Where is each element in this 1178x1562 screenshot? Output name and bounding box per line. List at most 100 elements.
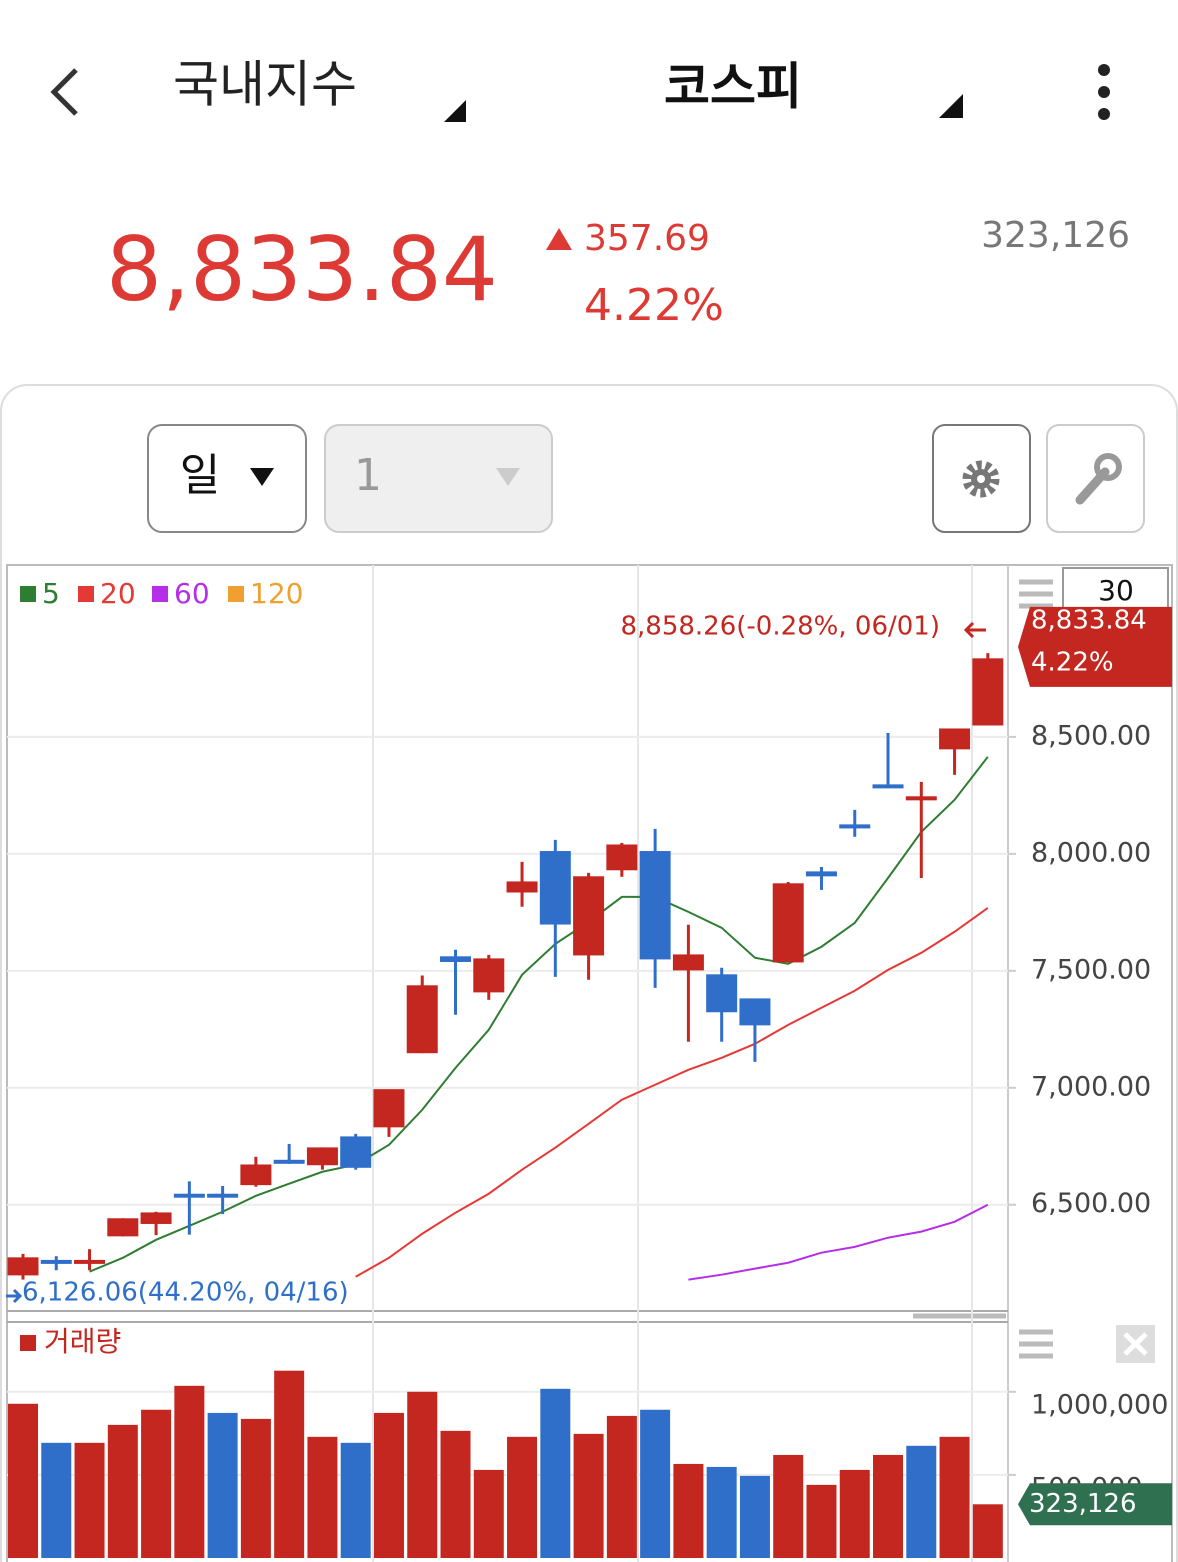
candle-body bbox=[340, 1136, 372, 1168]
dropdown-icon[interactable] bbox=[939, 94, 963, 118]
close-icon[interactable] bbox=[1123, 1332, 1148, 1356]
legend-label: 120 bbox=[250, 577, 303, 610]
candle-body bbox=[872, 784, 904, 789]
volume-bar bbox=[773, 1454, 804, 1558]
volume-bar bbox=[373, 1412, 404, 1558]
candle-body bbox=[240, 1164, 272, 1186]
ma-line bbox=[688, 1203, 989, 1281]
volume-bar bbox=[8, 1403, 38, 1558]
wrench-icon[interactable] bbox=[1094, 453, 1122, 481]
change-rate: 4.22% bbox=[584, 280, 724, 331]
period-select[interactable] bbox=[147, 424, 307, 533]
candle-body bbox=[839, 824, 871, 829]
legend-swatch bbox=[20, 1335, 36, 1351]
volume-bar bbox=[939, 1436, 970, 1558]
volume-bar bbox=[207, 1412, 238, 1558]
candle-body bbox=[606, 844, 638, 871]
date-grid bbox=[372, 565, 973, 1562]
candle-body bbox=[373, 1089, 405, 1128]
candle-body bbox=[805, 871, 837, 877]
candle-body bbox=[406, 985, 438, 1054]
candle-body bbox=[706, 974, 738, 1013]
legend-swatch bbox=[78, 586, 94, 602]
candle-body bbox=[539, 851, 571, 925]
volume-bar bbox=[673, 1463, 704, 1558]
candle-body bbox=[440, 956, 472, 962]
volume-bar bbox=[174, 1385, 205, 1558]
y-tick-label: 7,500.00 bbox=[1031, 954, 1151, 985]
menu-icon[interactable] bbox=[1019, 579, 1053, 1359]
candle-body bbox=[639, 851, 671, 960]
volume-bar bbox=[240, 1418, 271, 1558]
index-name[interactable]: 코스피 bbox=[664, 58, 802, 116]
gear-icon[interactable] bbox=[962, 460, 1000, 498]
dropdown-icon bbox=[496, 468, 520, 486]
arrow-icon bbox=[963, 621, 986, 639]
volume-bar bbox=[274, 1370, 305, 1558]
count-box[interactable] bbox=[1062, 567, 1169, 615]
candle-body bbox=[739, 998, 771, 1026]
volume-bar bbox=[407, 1391, 438, 1558]
count[interactable]: 30 bbox=[1098, 574, 1134, 607]
y-tick-label: 1,000,000 bbox=[1031, 1389, 1168, 1420]
candle-body bbox=[306, 1147, 338, 1166]
volume-bar bbox=[473, 1469, 504, 1558]
candle-body bbox=[140, 1212, 172, 1224]
volume-bar bbox=[706, 1466, 737, 1558]
volume-bar bbox=[906, 1445, 937, 1558]
dropdown-icon[interactable] bbox=[250, 468, 274, 486]
volume-tag bbox=[1018, 1483, 1172, 1526]
dropdown-icon[interactable] bbox=[444, 100, 466, 122]
ma-line bbox=[355, 907, 989, 1278]
volume-bar bbox=[74, 1442, 105, 1558]
volume-bar bbox=[739, 1475, 770, 1558]
volume-bar bbox=[972, 1504, 1003, 1558]
volume-bar bbox=[573, 1433, 604, 1558]
back-button[interactable] bbox=[50, 68, 78, 116]
candle-body bbox=[7, 1257, 39, 1276]
candle-body bbox=[506, 881, 538, 893]
volume-bar bbox=[839, 1469, 870, 1558]
candle-body bbox=[173, 1193, 205, 1198]
period[interactable]: 일 bbox=[180, 450, 220, 501]
candle-body bbox=[672, 954, 704, 971]
index-group[interactable]: 국내지수 bbox=[173, 56, 357, 114]
candle-body bbox=[273, 1159, 305, 1164]
volume-bar bbox=[507, 1436, 538, 1558]
legend-label: 20 bbox=[100, 577, 136, 610]
high-annotation: 8,858.26(-0.28%, 06/01) bbox=[620, 612, 940, 642]
more-button[interactable] bbox=[1098, 64, 1110, 120]
candle-body bbox=[74, 1259, 106, 1264]
volume: 323,126 bbox=[981, 215, 1130, 256]
volume-tag-label: 323,126 bbox=[1029, 1489, 1137, 1519]
candle-body bbox=[972, 658, 1004, 726]
candle-body bbox=[772, 883, 804, 963]
candle-body bbox=[905, 796, 937, 801]
volume-bar bbox=[340, 1442, 371, 1558]
y-tick-label: 7,000.00 bbox=[1031, 1071, 1151, 1102]
volume-bar bbox=[606, 1415, 637, 1558]
ma-line bbox=[89, 756, 989, 1273]
volume-bar bbox=[806, 1484, 837, 1558]
volume-bar bbox=[873, 1454, 904, 1558]
price-tag bbox=[1018, 606, 1172, 687]
legend-label: 5 bbox=[42, 577, 60, 610]
legend-swatch bbox=[152, 586, 168, 602]
price-tag-label: 8,833.84 bbox=[1031, 605, 1147, 635]
candle-body bbox=[573, 876, 605, 956]
volume-bar bbox=[41, 1442, 72, 1558]
gear-icon[interactable] bbox=[977, 475, 985, 483]
interval-select bbox=[324, 424, 553, 533]
y-tick-label: 8,000.00 bbox=[1031, 837, 1151, 868]
volume-bar bbox=[307, 1436, 338, 1558]
panel-title: 거래량 bbox=[44, 1325, 121, 1358]
y-tick-label: 8,500.00 bbox=[1031, 720, 1151, 751]
volume-bar bbox=[141, 1409, 172, 1558]
low-annotation: 6,126.06(44.20%, 04/16) bbox=[22, 1278, 349, 1308]
y-tick-label: 6,500.00 bbox=[1031, 1188, 1151, 1219]
volume-bar bbox=[107, 1424, 138, 1558]
legend-swatch bbox=[20, 586, 36, 602]
candle-body bbox=[473, 958, 505, 993]
price-tag-rate: 4.22% bbox=[1031, 647, 1114, 677]
